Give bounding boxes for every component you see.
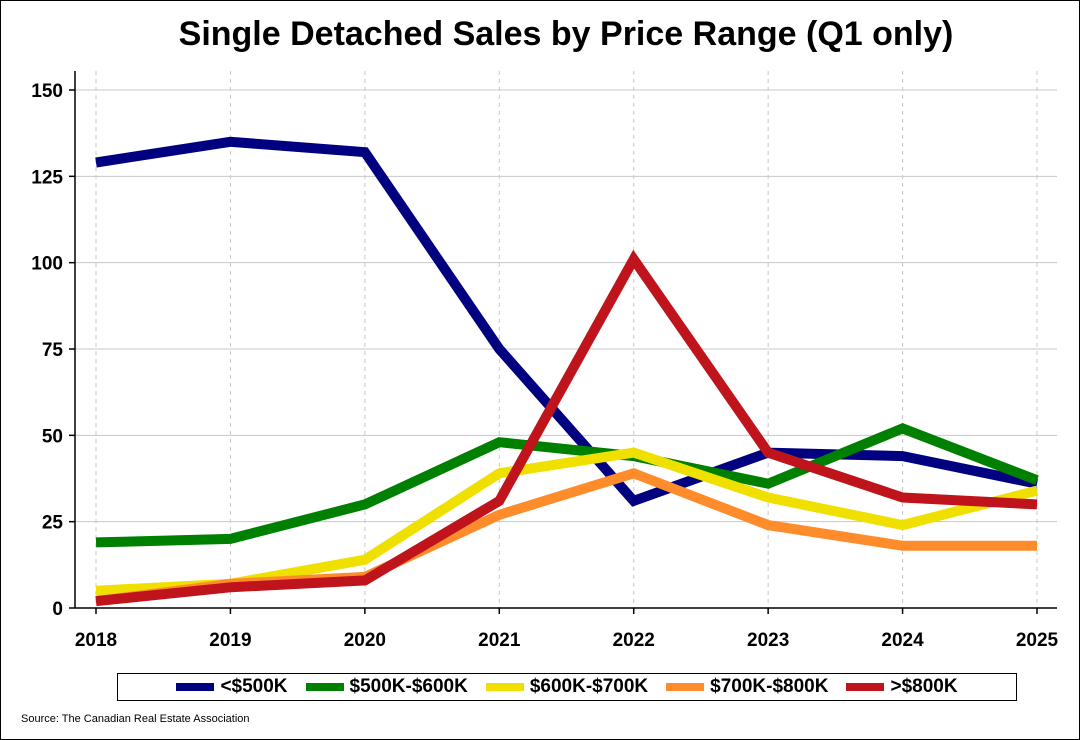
legend-label-3: $700K-$800K — [710, 676, 829, 697]
legend-label-0: <$500K — [220, 676, 288, 697]
legend-swatch-3 — [666, 683, 705, 691]
series-lines — [95, 136, 1039, 607]
legend-label-4: >$800K — [890, 676, 958, 697]
legend-item-4: >$800K — [846, 676, 958, 698]
series-line-4 — [95, 249, 1038, 607]
x-tick-label-2019: 2019 — [209, 630, 251, 651]
chart-title: Single Detached Sales by Price Range (Q1… — [178, 15, 954, 53]
legend: <$500K $500K-$600K $600K-$700K $700K-$800K >… — [117, 673, 1017, 701]
legend-swatch-0 — [176, 683, 215, 691]
axes — [69, 71, 1057, 614]
y-tick-label-150: 150 — [31, 81, 63, 102]
y-tick-label-25: 25 — [42, 513, 64, 534]
y-tick-label-0: 0 — [52, 599, 63, 620]
source-note: Source: The Canadian Real Estate Associa… — [21, 713, 250, 725]
legend-item-0: <$500K — [176, 676, 288, 698]
x-tick-label-2024: 2024 — [881, 630, 924, 651]
y-tick-label-100: 100 — [31, 254, 63, 275]
y-tick-label-50: 50 — [42, 426, 63, 447]
y-tick-label-125: 125 — [31, 167, 63, 188]
legend-label-1: $500K-$600K — [349, 676, 468, 697]
y-tick-label-75: 75 — [42, 340, 64, 361]
x-tick-label-2022: 2022 — [613, 630, 655, 651]
legend-label-2: $600K-$700K — [529, 676, 649, 697]
x-tick-label-2021: 2021 — [478, 630, 521, 651]
legend-swatch-1 — [305, 683, 344, 691]
x-tick-label-2023: 2023 — [747, 630, 789, 651]
legend-swatch-4 — [846, 683, 885, 691]
tick-labels: 0 25 50 75 100 125 150 2018 2019 2020 2021 2022 2023… — [31, 81, 1058, 651]
legend-swatch-2 — [485, 683, 524, 691]
x-tick-label-2020: 2020 — [344, 630, 386, 651]
x-tick-label-2025: 2025 — [1016, 630, 1059, 651]
legend-item-3: $700K-$800K — [666, 676, 828, 698]
legend-item-2: $600K-$700K — [485, 676, 649, 698]
series-line-1 — [95, 423, 1039, 548]
series-line-0 — [95, 136, 1039, 507]
x-tick-label-2018: 2018 — [75, 630, 117, 651]
legend-item-1: $500K-$600K — [305, 676, 468, 698]
